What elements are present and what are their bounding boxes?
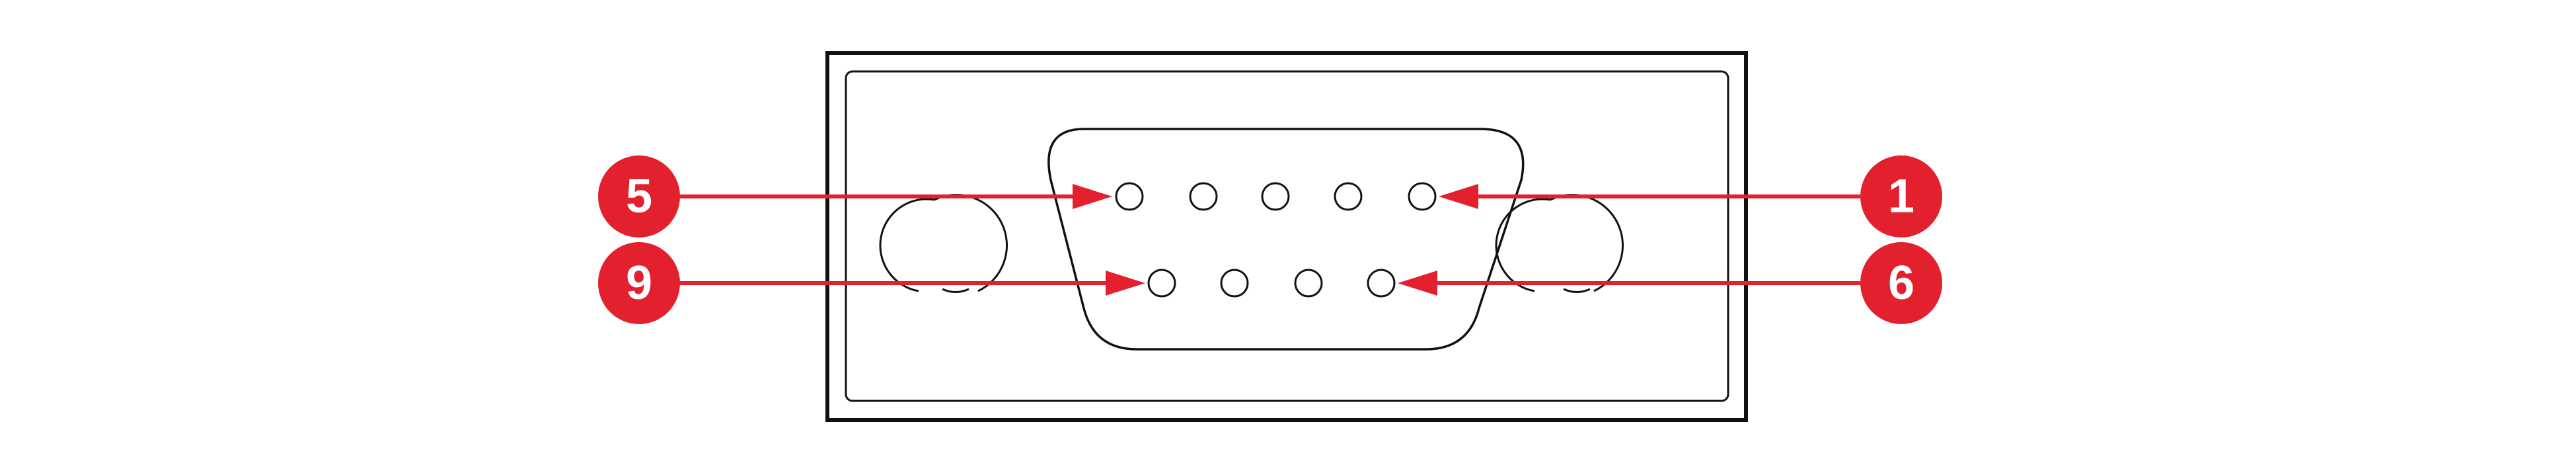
pin-hole (1367, 269, 1396, 298)
arrowhead-icon (1398, 271, 1437, 296)
dsub-shell (1047, 128, 1525, 351)
pin-hole (1115, 182, 1144, 211)
arrowhead-icon (1073, 184, 1112, 209)
pin-hole (1408, 182, 1437, 211)
callout-badge (1860, 155, 1942, 237)
panel-inner-frame (845, 70, 1729, 402)
pin-row-top (1115, 182, 1437, 211)
arrowhead-icon (1439, 184, 1478, 209)
pin-hole (1189, 182, 1218, 211)
pin-hole (1334, 182, 1363, 211)
callout-badge (598, 155, 680, 237)
callout-label: 5 (626, 170, 652, 223)
pin-row-bottom (1147, 269, 1396, 298)
callout-label: 9 (626, 257, 652, 310)
callout-badge (598, 242, 680, 324)
pin-hole (1220, 269, 1249, 298)
callout-badge (1860, 242, 1942, 324)
callout-label: 1 (1888, 170, 1914, 223)
left-mounting-screw (879, 194, 1008, 293)
pin-hole (1261, 182, 1290, 211)
right-mounting-screw (1495, 194, 1624, 293)
callout-6: 6 (1860, 242, 1942, 324)
pin-hole (1294, 269, 1323, 298)
pin-hole (1147, 269, 1176, 298)
arrowhead-icon (1106, 271, 1145, 296)
callout-9: 9 (598, 242, 680, 324)
callout-5: 5 (598, 155, 680, 237)
panel-outer-frame (825, 51, 1748, 422)
callout-1: 1 (1860, 155, 1942, 237)
callout-label: 6 (1888, 257, 1914, 310)
